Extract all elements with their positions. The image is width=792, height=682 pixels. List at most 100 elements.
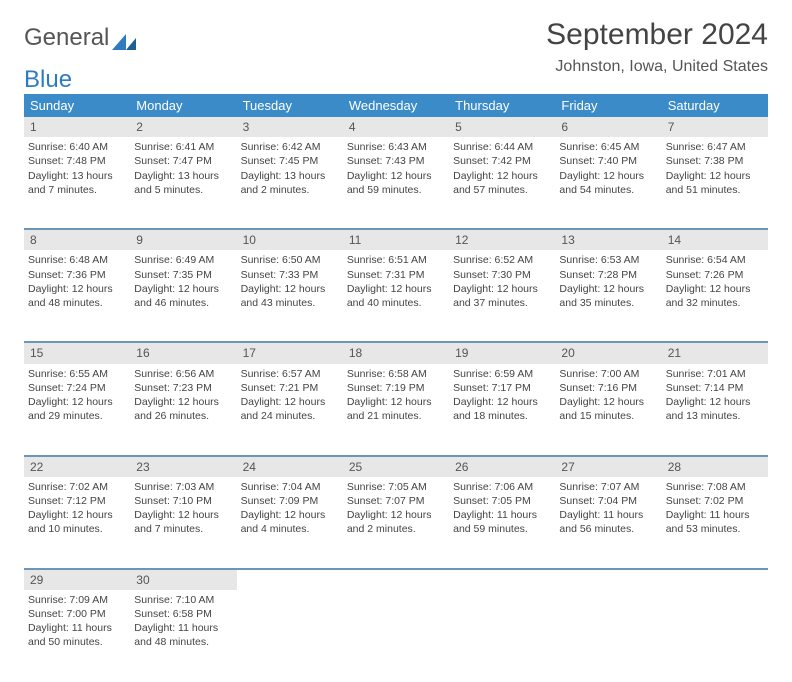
sunset-text: Sunset: 7:35 PM — [134, 268, 232, 282]
day-number: 3 — [237, 117, 343, 137]
day-cell: Sunrise: 6:57 AMSunset: 7:21 PMDaylight:… — [237, 364, 343, 456]
day-cell: Sunrise: 6:50 AMSunset: 7:33 PMDaylight:… — [237, 250, 343, 342]
daylight-text: Daylight: 13 hours and 5 minutes. — [134, 169, 232, 197]
sunrise-text: Sunrise: 6:45 AM — [559, 140, 657, 154]
daylight-text: Daylight: 12 hours and 10 minutes. — [28, 508, 126, 536]
sunset-text: Sunset: 7:00 PM — [28, 607, 126, 621]
daylight-text: Daylight: 12 hours and 40 minutes. — [347, 282, 445, 310]
day-number: 19 — [449, 342, 555, 363]
day-number — [449, 569, 555, 590]
day-cell: Sunrise: 6:48 AMSunset: 7:36 PMDaylight:… — [24, 250, 130, 342]
daynum-row: 15161718192021 — [24, 342, 768, 363]
day-cell — [343, 590, 449, 682]
day-cell: Sunrise: 7:04 AMSunset: 7:09 PMDaylight:… — [237, 477, 343, 569]
day-cell: Sunrise: 6:49 AMSunset: 7:35 PMDaylight:… — [130, 250, 236, 342]
sunrise-text: Sunrise: 7:06 AM — [453, 480, 551, 494]
day-cell: Sunrise: 7:09 AMSunset: 7:00 PMDaylight:… — [24, 590, 130, 682]
day-cell — [662, 590, 768, 682]
day-number: 24 — [237, 456, 343, 477]
sunrise-text: Sunrise: 6:48 AM — [28, 253, 126, 267]
daylight-text: Daylight: 11 hours and 50 minutes. — [28, 621, 126, 649]
weekday-header: Thursday — [449, 94, 555, 117]
day-cell: Sunrise: 6:56 AMSunset: 7:23 PMDaylight:… — [130, 364, 236, 456]
sunset-text: Sunset: 7:23 PM — [134, 381, 232, 395]
weekday-header: Monday — [130, 94, 236, 117]
logo-text-2: Blue — [24, 66, 768, 94]
sunrise-text: Sunrise: 6:54 AM — [666, 253, 764, 267]
day-cell: Sunrise: 6:42 AMSunset: 7:45 PMDaylight:… — [237, 137, 343, 229]
day-cell: Sunrise: 6:45 AMSunset: 7:40 PMDaylight:… — [555, 137, 661, 229]
day-cell: Sunrise: 6:55 AMSunset: 7:24 PMDaylight:… — [24, 364, 130, 456]
sunset-text: Sunset: 7:47 PM — [134, 154, 232, 168]
daylight-text: Daylight: 12 hours and 26 minutes. — [134, 395, 232, 423]
day-number: 30 — [130, 569, 236, 590]
sunset-text: Sunset: 7:36 PM — [28, 268, 126, 282]
sunrise-text: Sunrise: 7:10 AM — [134, 593, 232, 607]
day-cell: Sunrise: 7:01 AMSunset: 7:14 PMDaylight:… — [662, 364, 768, 456]
day-number: 2 — [130, 117, 236, 137]
day-number: 18 — [343, 342, 449, 363]
weekday-header: Tuesday — [237, 94, 343, 117]
sunset-text: Sunset: 7:38 PM — [666, 154, 764, 168]
daynum-row: 1234567 — [24, 117, 768, 137]
sunset-text: Sunset: 7:24 PM — [28, 381, 126, 395]
day-number: 17 — [237, 342, 343, 363]
daynum-row: 2930 — [24, 569, 768, 590]
sunrise-text: Sunrise: 6:59 AM — [453, 367, 551, 381]
daylight-text: Daylight: 13 hours and 7 minutes. — [28, 169, 126, 197]
sunrise-text: Sunrise: 6:40 AM — [28, 140, 126, 154]
day-number: 1 — [24, 117, 130, 137]
sunset-text: Sunset: 7:43 PM — [347, 154, 445, 168]
sunrise-text: Sunrise: 6:47 AM — [666, 140, 764, 154]
day-cell: Sunrise: 6:59 AMSunset: 7:17 PMDaylight:… — [449, 364, 555, 456]
week-row: Sunrise: 7:09 AMSunset: 7:00 PMDaylight:… — [24, 590, 768, 682]
logo: General — [24, 24, 136, 52]
day-number: 28 — [662, 456, 768, 477]
day-number: 4 — [343, 117, 449, 137]
daylight-text: Daylight: 12 hours and 43 minutes. — [241, 282, 339, 310]
day-cell: Sunrise: 7:03 AMSunset: 7:10 PMDaylight:… — [130, 477, 236, 569]
sunset-text: Sunset: 7:31 PM — [347, 268, 445, 282]
daylight-text: Daylight: 12 hours and 57 minutes. — [453, 169, 551, 197]
day-cell: Sunrise: 6:51 AMSunset: 7:31 PMDaylight:… — [343, 250, 449, 342]
sunset-text: Sunset: 7:33 PM — [241, 268, 339, 282]
sunrise-text: Sunrise: 6:43 AM — [347, 140, 445, 154]
sunset-text: Sunset: 7:48 PM — [28, 154, 126, 168]
sunrise-text: Sunrise: 7:00 AM — [559, 367, 657, 381]
day-number: 14 — [662, 229, 768, 250]
day-number — [662, 569, 768, 590]
day-number — [237, 569, 343, 590]
daylight-text: Daylight: 12 hours and 4 minutes. — [241, 508, 339, 536]
day-cell: Sunrise: 6:54 AMSunset: 7:26 PMDaylight:… — [662, 250, 768, 342]
sunrise-text: Sunrise: 7:07 AM — [559, 480, 657, 494]
sunset-text: Sunset: 7:16 PM — [559, 381, 657, 395]
sunset-text: Sunset: 7:30 PM — [453, 268, 551, 282]
weekday-header-row: Sunday Monday Tuesday Wednesday Thursday… — [24, 94, 768, 117]
day-cell: Sunrise: 6:52 AMSunset: 7:30 PMDaylight:… — [449, 250, 555, 342]
day-number: 23 — [130, 456, 236, 477]
daylight-text: Daylight: 12 hours and 54 minutes. — [559, 169, 657, 197]
day-number: 5 — [449, 117, 555, 137]
day-cell: Sunrise: 7:02 AMSunset: 7:12 PMDaylight:… — [24, 477, 130, 569]
sunrise-text: Sunrise: 6:42 AM — [241, 140, 339, 154]
sunset-text: Sunset: 7:42 PM — [453, 154, 551, 168]
sunset-text: Sunset: 7:17 PM — [453, 381, 551, 395]
day-number: 8 — [24, 229, 130, 250]
sunset-text: Sunset: 6:58 PM — [134, 607, 232, 621]
week-row: Sunrise: 6:48 AMSunset: 7:36 PM Daylight:… — [24, 250, 768, 342]
sunrise-text: Sunrise: 6:49 AM — [134, 253, 232, 267]
logo-icon — [112, 29, 136, 47]
day-cell: Sunrise: 7:08 AMSunset: 7:02 PMDaylight:… — [662, 477, 768, 569]
sunset-text: Sunset: 7:28 PM — [559, 268, 657, 282]
calendar-table: Sunday Monday Tuesday Wednesday Thursday… — [24, 94, 768, 682]
sunset-text: Sunset: 7:45 PM — [241, 154, 339, 168]
day-cell: Sunrise: 7:00 AMSunset: 7:16 PMDaylight:… — [555, 364, 661, 456]
day-number: 21 — [662, 342, 768, 363]
daylight-text: Daylight: 12 hours and 18 minutes. — [453, 395, 551, 423]
weekday-header: Friday — [555, 94, 661, 117]
week-row: Sunrise: 6:55 AMSunset: 7:24 PMDaylight:… — [24, 364, 768, 456]
sunset-text: Sunset: 7:40 PM — [559, 154, 657, 168]
sunset-text: Sunset: 7:07 PM — [347, 494, 445, 508]
sunrise-text: Sunrise: 7:02 AM — [28, 480, 126, 494]
daylight-text: Daylight: 13 hours and 2 minutes. — [241, 169, 339, 197]
